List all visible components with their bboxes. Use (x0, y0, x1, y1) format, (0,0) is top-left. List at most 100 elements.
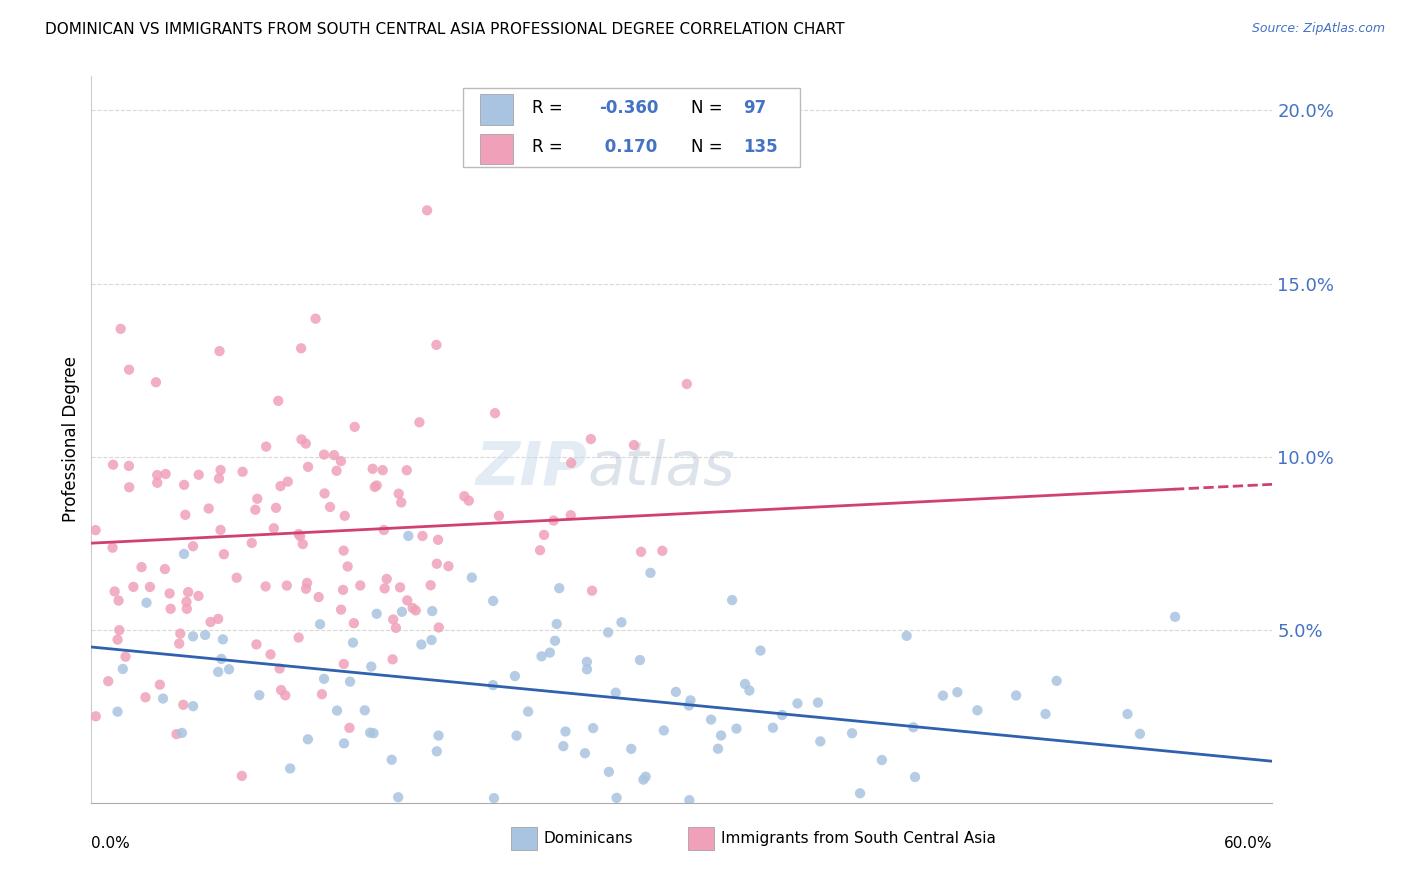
Immigrants from South Central Asia (426, 557, 449, 571)
Immigrants from South Central Asia (529, 543, 551, 558)
Dominicans (411, 638, 433, 652)
Text: 97: 97 (744, 99, 766, 117)
Immigrants from South Central Asia (319, 500, 342, 514)
Text: 0.170: 0.170 (599, 138, 658, 156)
Text: N =: N = (692, 99, 723, 117)
Immigrants from South Central Asia (311, 687, 333, 701)
Immigrants from South Central Asia (389, 580, 412, 594)
Immigrants from South Central Asia (269, 479, 291, 493)
Immigrants from South Central Asia (212, 547, 235, 561)
Immigrants from South Central Asia (623, 438, 645, 452)
Immigrants from South Central Asia (169, 626, 191, 640)
Immigrants from South Central Asia (401, 601, 423, 615)
Immigrants from South Central Asia (166, 727, 188, 741)
Text: 60.0%: 60.0% (1225, 836, 1272, 850)
Dominicans (420, 604, 443, 618)
Immigrants from South Central Asia (118, 362, 141, 376)
Dominicans (363, 726, 385, 740)
Immigrants from South Central Asia (246, 491, 269, 506)
Immigrants from South Central Asia (131, 560, 153, 574)
FancyBboxPatch shape (479, 134, 513, 164)
Dominicans (932, 689, 955, 703)
Immigrants from South Central Asia (290, 341, 312, 355)
Immigrants from South Central Asia (330, 602, 353, 616)
Dominicans (366, 607, 388, 621)
Dominicans (574, 746, 596, 760)
Dominicans (461, 570, 484, 584)
Dominicans (482, 594, 505, 608)
Dominicans (326, 704, 349, 718)
Immigrants from South Central Asia (254, 440, 277, 454)
Immigrants from South Central Asia (364, 480, 387, 494)
FancyBboxPatch shape (510, 827, 537, 850)
Dominicans (598, 625, 620, 640)
Dominicans (620, 742, 643, 756)
Immigrants from South Central Asia (389, 495, 412, 509)
Immigrants from South Central Asia (172, 698, 194, 712)
Text: 0.0%: 0.0% (91, 836, 131, 850)
Dominicans (359, 725, 381, 739)
Dominicans (633, 772, 655, 787)
Dominicans (426, 744, 449, 758)
Dominicans (333, 736, 356, 750)
Immigrants from South Central Asia (101, 458, 124, 472)
Immigrants from South Central Asia (181, 539, 204, 553)
Immigrants from South Central Asia (254, 579, 277, 593)
Dominicans (807, 696, 830, 710)
Dominicans (538, 646, 561, 660)
Immigrants from South Central Asia (416, 203, 439, 218)
Immigrants from South Central Asia (240, 536, 263, 550)
Dominicans (770, 708, 793, 723)
Immigrants from South Central Asia (118, 458, 141, 473)
Dominicans (1116, 706, 1139, 721)
Dominicans (610, 615, 633, 630)
Dominicans (700, 713, 723, 727)
Immigrants from South Central Asia (675, 376, 697, 391)
Dominicans (786, 697, 808, 711)
Immigrants from South Central Asia (270, 683, 292, 698)
Immigrants from South Central Asia (375, 572, 398, 586)
Dominicans (381, 753, 404, 767)
Immigrants from South Central Asia (287, 527, 309, 541)
Dominicans (546, 616, 568, 631)
Dominicans (339, 674, 361, 689)
Immigrants from South Central Asia (84, 523, 107, 537)
Dominicans (312, 672, 335, 686)
Immigrants from South Central Asia (361, 462, 384, 476)
Dominicans (841, 726, 863, 740)
Immigrants from South Central Asia (325, 464, 347, 478)
Immigrants from South Central Asia (290, 433, 312, 447)
Dominicans (605, 686, 627, 700)
Dominicans (387, 790, 409, 805)
Immigrants from South Central Asia (295, 436, 318, 450)
Immigrants from South Central Asia (259, 648, 281, 662)
Dominicans (427, 729, 450, 743)
Immigrants from South Central Asia (200, 615, 222, 629)
Dominicans (721, 593, 744, 607)
Dominicans (342, 635, 364, 649)
Text: N =: N = (692, 138, 723, 156)
Immigrants from South Central Asia (427, 533, 450, 547)
Dominicans (517, 705, 540, 719)
Immigrants from South Central Asia (177, 585, 200, 599)
Immigrants from South Central Asia (427, 620, 450, 634)
Immigrants from South Central Asia (176, 595, 198, 609)
Dominicans (849, 786, 872, 800)
Immigrants from South Central Asia (295, 582, 318, 596)
Dominicans (544, 633, 567, 648)
Immigrants from South Central Asia (332, 582, 354, 597)
Text: Dominicans: Dominicans (544, 831, 633, 846)
Dominicans (606, 790, 628, 805)
Dominicans (576, 662, 599, 676)
Dominicans (946, 685, 969, 699)
Dominicans (135, 596, 157, 610)
Immigrants from South Central Asia (349, 578, 371, 592)
Dominicans (678, 793, 700, 807)
Dominicans (420, 633, 443, 648)
Immigrants from South Central Asia (425, 338, 447, 352)
Text: 135: 135 (744, 138, 778, 156)
Immigrants from South Central Asia (297, 459, 319, 474)
Immigrants from South Central Asia (339, 721, 361, 735)
Immigrants from South Central Asia (405, 603, 427, 617)
Dominicans (553, 739, 575, 754)
